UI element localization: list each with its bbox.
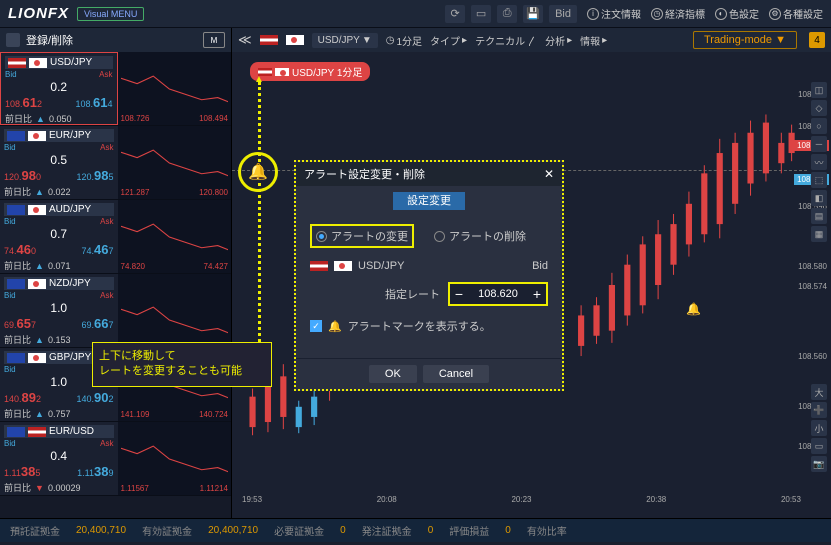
status-value: 0	[505, 525, 511, 536]
status-value: 0	[340, 525, 346, 536]
tool-icon[interactable]: 小	[811, 420, 827, 436]
flag-icon	[286, 35, 304, 45]
flag-icon	[334, 261, 352, 271]
back-icon[interactable]: ≪	[238, 32, 252, 48]
status-value: 20,400,710	[76, 525, 126, 536]
top-icon-group: ⟳ ▭ ⎙ 💾 Bid	[445, 5, 577, 23]
status-value: 20,400,710	[208, 525, 258, 536]
tool-icon[interactable]: ◇	[811, 100, 827, 116]
print-icon[interactable]: ⎙	[497, 5, 517, 23]
refresh-icon[interactable]: ⟳	[445, 5, 465, 23]
chart-area[interactable]: USD/JPY 1分足 🔔 上下に移動して レートを変更することも可能 🔔 10…	[232, 52, 831, 518]
checkbox-show-mark[interactable]: ✓	[310, 320, 322, 332]
ok-button[interactable]: OK	[369, 365, 417, 383]
sidebar-title: 登録/削除	[26, 32, 73, 48]
pair-row[interactable]: AUD/JPY BidAsk 0.7 74.46074.467 前日比▲0.07…	[0, 200, 231, 274]
drag-indicator	[258, 82, 261, 372]
chart-side-tools: ◫ ◇ ○ ─ 〰 ⬚ ◧ ▤ ▦ 大 ➕ 小 ▭ 📷	[811, 82, 829, 472]
radio-alert-change[interactable]: アラートの変更	[310, 224, 414, 248]
stepper-plus[interactable]: +	[528, 284, 546, 304]
top-bar: LIONFX Visual MENU ⟳ ▭ ⎙ 💾 Bid i注文情報 ◷経済…	[0, 0, 831, 28]
tool-icon[interactable]: 〰	[811, 154, 827, 170]
technical-selector[interactable]: テクニカル 〳	[475, 33, 537, 48]
dialog-tab-row: 設定変更	[296, 186, 562, 214]
pair-row[interactable]: EUR/USD BidAsk 0.4 1.113851.11389 前日比▼0.…	[0, 422, 231, 496]
alert-bell-highlight[interactable]: 🔔	[238, 152, 278, 192]
info-selector[interactable]: 情報▸	[580, 33, 607, 48]
status-label: 発注証拠金	[362, 523, 412, 538]
close-icon[interactable]: ✕	[544, 167, 554, 181]
flag-icon	[275, 68, 289, 76]
link-economic[interactable]: ◷経済指標	[651, 6, 705, 21]
save-icon[interactable]: 💾	[523, 5, 543, 23]
status-label: 必要証拠金	[274, 523, 324, 538]
status-value: 0	[428, 525, 434, 536]
x-axis-labels: 19:5320:0820:2320:3820:53	[242, 495, 801, 504]
rate-label: 指定レート	[385, 286, 440, 302]
window-icon[interactable]: ▭	[471, 5, 491, 23]
chart-toolbar: ≪ USD/JPY ▼ ◷ 1分足 タイプ▸ テクニカル 〳 分析▸ 情報▸ T…	[232, 28, 831, 52]
content-area: ≪ USD/JPY ▼ ◷ 1分足 タイプ▸ テクニカル 〳 分析▸ 情報▸ T…	[232, 28, 831, 518]
radio-alert-delete[interactable]: アラートの削除	[434, 224, 526, 248]
status-bar: 預託証拠金 20,400,710 有効証拠金 20,400,710 必要証拠金 0 発…	[0, 518, 831, 542]
tool-icon[interactable]: ▭	[811, 438, 827, 454]
status-label: 有効証拠金	[142, 523, 192, 538]
link-color[interactable]: ◐色設定	[715, 6, 759, 21]
pair-row[interactable]: EUR/JPY BidAsk 0.5 120.980120.985 前日比▲0.…	[0, 126, 231, 200]
dialog-side: Bid	[532, 260, 548, 272]
tool-icon[interactable]: ◫	[811, 82, 827, 98]
tool-icon[interactable]: ➕	[811, 402, 827, 418]
type-selector[interactable]: タイプ▸	[430, 33, 467, 48]
status-label: 評価損益	[449, 523, 489, 538]
status-label: 預託証拠金	[10, 523, 60, 538]
tool-icon[interactable]: ○	[811, 118, 827, 134]
tab-change[interactable]: 設定変更	[393, 192, 465, 210]
cancel-button[interactable]: Cancel	[423, 365, 489, 383]
checkbox-label: アラートマークを表示する。	[348, 318, 491, 334]
tooltip-box: 上下に移動して レートを変更することも可能	[92, 342, 272, 387]
sidebar: 登録/削除 M USD/JPY BidAsk 0.2 108.612108.61…	[0, 28, 232, 518]
tool-icon[interactable]: ▤	[811, 208, 827, 224]
logo-subtitle[interactable]: Visual MENU	[77, 7, 144, 21]
bell-icon: 🔔	[248, 162, 268, 182]
dialog-title: アラート設定変更・削除	[304, 166, 425, 182]
tool-icon[interactable]: ─	[811, 136, 827, 152]
sidebar-header: 登録/削除 M	[0, 28, 231, 52]
trading-mode-button[interactable]: Trading-mode ▼	[693, 31, 797, 49]
link-order-info[interactable]: i注文情報	[587, 6, 641, 21]
link-settings[interactable]: ⚙各種設定	[769, 6, 823, 21]
tool-icon[interactable]: ⬚	[811, 172, 827, 188]
pair-selector[interactable]: USD/JPY ▼	[312, 33, 378, 48]
status-label: 有効比率	[527, 523, 567, 538]
rate-stepper: − 108.620 +	[448, 282, 548, 306]
flag-icon	[260, 35, 278, 45]
pair-row[interactable]: NZD/JPY BidAsk 1.0 69.65769.667 前日比▲0.15…	[0, 274, 231, 348]
dialog-titlebar[interactable]: アラート設定変更・削除 ✕	[296, 162, 562, 186]
tool-icon[interactable]: ▦	[811, 226, 827, 242]
bid-selector[interactable]: Bid	[549, 5, 577, 23]
stepper-minus[interactable]: −	[450, 284, 468, 304]
stepper-value[interactable]: 108.620	[468, 284, 528, 304]
sidebar-mode-icon[interactable]: M	[203, 32, 225, 48]
tool-icon[interactable]: ◧	[811, 190, 827, 206]
analyze-selector[interactable]: 分析▸	[545, 33, 572, 48]
pair-list: USD/JPY BidAsk 0.2 108.612108.614 前日比▲0.…	[0, 52, 231, 518]
flag-icon	[310, 261, 328, 271]
alert-dialog: アラート設定変更・削除 ✕ 設定変更 アラートの変更 アラートの削除 USD/J…	[294, 160, 564, 391]
logo: LIONFX	[8, 5, 69, 22]
badge-4[interactable]: 4	[809, 32, 825, 48]
alert-marker-icon[interactable]: 🔔	[686, 302, 701, 316]
dialog-pair: USD/JPY	[358, 260, 404, 272]
pair-row[interactable]: USD/JPY BidAsk 0.2 108.612108.614 前日比▲0.…	[0, 52, 231, 126]
chart-pair-badge: USD/JPY 1分足	[250, 62, 370, 81]
tool-icon[interactable]: 大	[811, 384, 827, 400]
top-links: i注文情報 ◷経済指標 ◐色設定 ⚙各種設定	[587, 6, 823, 21]
sidebar-menu-icon[interactable]	[6, 33, 20, 47]
tool-icon[interactable]: 📷	[811, 456, 827, 472]
bell-icon: 🔔	[328, 320, 342, 333]
timeframe-selector[interactable]: ◷ 1分足	[386, 33, 422, 48]
